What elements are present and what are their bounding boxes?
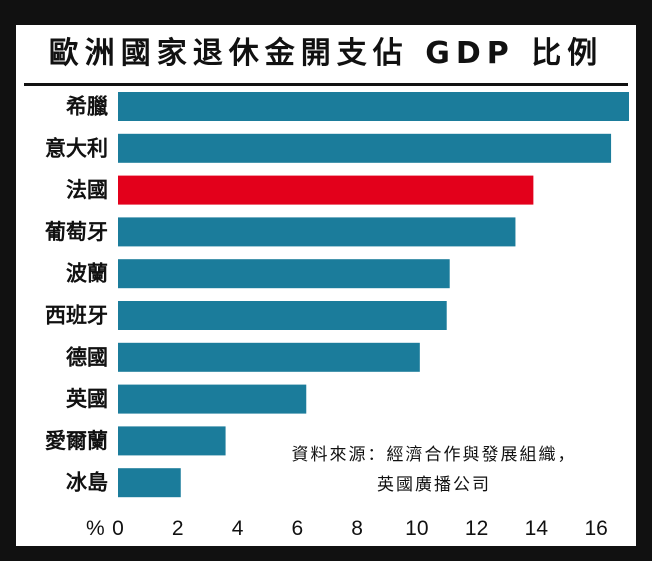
category-label: 愛爾蘭 <box>45 429 108 453</box>
source-line-1: 資料來源：經濟合作與發展組織， <box>291 445 577 465</box>
bar-2 <box>118 175 534 205</box>
bar-4 <box>118 259 450 289</box>
x-tick-label: 14 <box>525 517 549 540</box>
category-label: 希臘 <box>66 95 108 119</box>
title-divider <box>24 83 628 86</box>
bar-6 <box>118 342 420 372</box>
category-label: 法國 <box>66 178 108 202</box>
x-tick-label: 4 <box>232 517 244 540</box>
bar-0 <box>118 92 629 121</box>
x-tick-label: 12 <box>465 517 488 540</box>
x-tick-label: 10 <box>405 517 428 540</box>
category-label: 波蘭 <box>66 262 108 286</box>
category-label: 葡萄牙 <box>44 220 108 244</box>
bar-5 <box>118 301 447 330</box>
category-label: 英國 <box>66 387 108 411</box>
x-tick-label: 6 <box>291 517 303 540</box>
x-tick-label: 8 <box>351 517 363 540</box>
source-line-2: 英國廣播公司 <box>377 475 491 495</box>
x-tick-label: 16 <box>584 517 607 540</box>
x-tick-labels-group: 0 2 4 6 8 10 12 14 16 <box>112 517 608 540</box>
bar-3 <box>118 217 516 247</box>
x-tick-label: 2 <box>172 517 184 540</box>
category-label: 德國 <box>66 345 108 369</box>
category-label: 西班牙 <box>45 304 108 328</box>
bars-group <box>118 92 629 498</box>
bar-8 <box>118 426 226 456</box>
source-note: 資料來源：經濟合作與發展組織， 英國廣播公司 <box>244 440 624 500</box>
category-label: 意大利 <box>45 136 108 160</box>
bar-7 <box>118 384 307 414</box>
x-axis-unit-label: % <box>86 517 105 540</box>
chart-title: 歐洲國家退休金開支佔 GDP 比例 <box>48 36 604 71</box>
bar-9 <box>118 468 181 498</box>
bar-1 <box>118 133 612 163</box>
category-label: 冰島 <box>66 471 108 495</box>
x-tick-label: 0 <box>112 517 124 540</box>
chart-panel: 歐洲國家退休金開支佔 GDP 比例 希臘意大利法國葡萄牙波蘭西班牙德國英國愛爾蘭… <box>16 25 636 546</box>
